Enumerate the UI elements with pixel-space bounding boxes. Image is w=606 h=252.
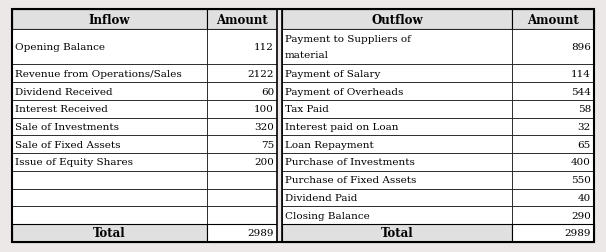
- Bar: [207, 10, 277, 30]
- Text: Outflow: Outflow: [371, 13, 423, 26]
- Bar: [512, 171, 594, 189]
- Bar: [512, 30, 594, 65]
- Bar: [207, 171, 277, 189]
- Bar: [207, 30, 277, 65]
- Bar: [207, 136, 277, 153]
- Bar: [207, 118, 277, 136]
- Text: 2989: 2989: [565, 229, 591, 238]
- Text: 112: 112: [254, 43, 274, 52]
- Text: Interest paid on Loan: Interest paid on Loan: [285, 122, 399, 132]
- Text: 60: 60: [261, 87, 274, 96]
- Bar: [512, 83, 594, 101]
- Bar: [512, 206, 594, 224]
- Bar: [207, 65, 277, 83]
- Text: Purchase of Investments: Purchase of Investments: [285, 158, 415, 167]
- Bar: [12, 30, 207, 65]
- Text: 2989: 2989: [247, 229, 274, 238]
- Bar: [512, 118, 594, 136]
- Bar: [282, 101, 512, 118]
- Bar: [12, 118, 207, 136]
- Bar: [207, 206, 277, 224]
- Text: Dividend Paid: Dividend Paid: [285, 193, 358, 202]
- Bar: [207, 224, 277, 242]
- Bar: [282, 224, 512, 242]
- Bar: [207, 189, 277, 206]
- Bar: [207, 101, 277, 118]
- Bar: [12, 224, 207, 242]
- Bar: [12, 153, 207, 171]
- Text: 40: 40: [578, 193, 591, 202]
- Text: Revenue from Operations/Sales: Revenue from Operations/Sales: [15, 70, 182, 79]
- Bar: [282, 30, 512, 65]
- Text: Payment to Suppliers of: Payment to Suppliers of: [285, 35, 411, 44]
- Text: 114: 114: [571, 70, 591, 79]
- Bar: [12, 171, 207, 189]
- Text: Loan Repayment: Loan Repayment: [285, 140, 374, 149]
- Text: Amount: Amount: [527, 13, 579, 26]
- Text: Closing Balance: Closing Balance: [285, 211, 370, 220]
- Text: Tax Paid: Tax Paid: [285, 105, 329, 114]
- Bar: [12, 65, 207, 83]
- Bar: [512, 10, 594, 30]
- Bar: [282, 83, 512, 101]
- Text: material: material: [285, 51, 329, 60]
- Bar: [12, 206, 207, 224]
- Text: 550: 550: [571, 175, 591, 184]
- Bar: [512, 101, 594, 118]
- Text: Dividend Received: Dividend Received: [15, 87, 113, 96]
- Bar: [512, 189, 594, 206]
- Text: 400: 400: [571, 158, 591, 167]
- Bar: [207, 83, 277, 101]
- Bar: [12, 83, 207, 101]
- Bar: [512, 153, 594, 171]
- Text: 32: 32: [578, 122, 591, 132]
- Text: Purchase of Fixed Assets: Purchase of Fixed Assets: [285, 175, 416, 184]
- Text: 65: 65: [578, 140, 591, 149]
- Text: Total: Total: [381, 227, 413, 240]
- Text: Inflow: Inflow: [88, 13, 130, 26]
- Text: Total: Total: [93, 227, 126, 240]
- Bar: [282, 206, 512, 224]
- Bar: [282, 10, 512, 30]
- Bar: [12, 10, 207, 30]
- Text: Amount: Amount: [216, 13, 268, 26]
- Text: Payment of Salary: Payment of Salary: [285, 70, 381, 79]
- Text: Payment of Overheads: Payment of Overheads: [285, 87, 404, 96]
- Text: Opening Balance: Opening Balance: [15, 43, 105, 52]
- Bar: [282, 65, 512, 83]
- Text: 200: 200: [254, 158, 274, 167]
- Bar: [282, 171, 512, 189]
- Bar: [512, 136, 594, 153]
- Text: 75: 75: [261, 140, 274, 149]
- Text: 100: 100: [254, 105, 274, 114]
- Text: 58: 58: [578, 105, 591, 114]
- Bar: [277, 10, 282, 242]
- Text: 320: 320: [254, 122, 274, 132]
- Bar: [512, 65, 594, 83]
- Text: 2122: 2122: [247, 70, 274, 79]
- Bar: [282, 136, 512, 153]
- Bar: [282, 189, 512, 206]
- Bar: [12, 189, 207, 206]
- Bar: [282, 118, 512, 136]
- Text: Sale of Fixed Assets: Sale of Fixed Assets: [15, 140, 121, 149]
- Text: 896: 896: [571, 43, 591, 52]
- Bar: [512, 224, 594, 242]
- Text: Sale of Investments: Sale of Investments: [15, 122, 119, 132]
- Bar: [12, 101, 207, 118]
- Text: 290: 290: [571, 211, 591, 220]
- Text: 544: 544: [571, 87, 591, 96]
- Bar: [12, 136, 207, 153]
- Text: Interest Received: Interest Received: [15, 105, 108, 114]
- Bar: [282, 153, 512, 171]
- Text: Issue of Equity Shares: Issue of Equity Shares: [15, 158, 133, 167]
- Bar: [207, 153, 277, 171]
